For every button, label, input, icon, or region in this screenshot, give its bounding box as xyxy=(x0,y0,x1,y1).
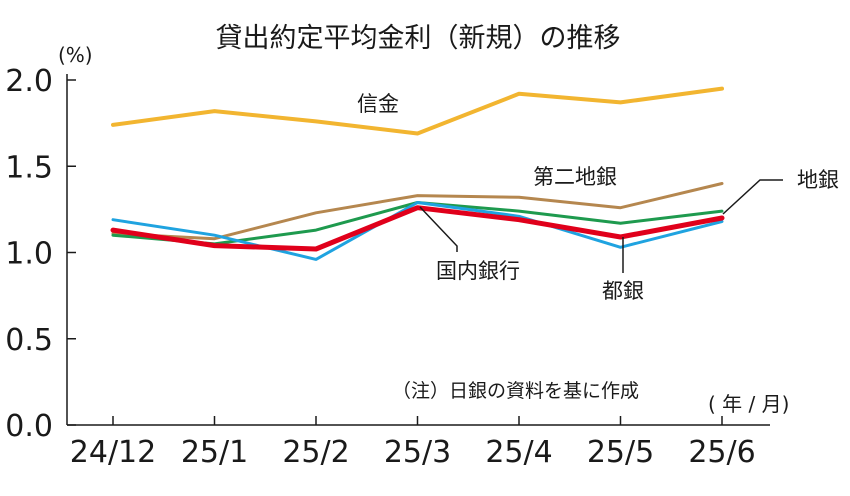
y-tick-label: 1.0 xyxy=(5,237,53,272)
y-tick-label: 1.5 xyxy=(5,150,53,185)
leader-line-chigin xyxy=(722,179,783,215)
source-note: （注）日銀の資料を基に作成 xyxy=(392,380,639,402)
x-tick-label: 25/6 xyxy=(688,435,755,470)
y-tick-label: 0.5 xyxy=(5,323,53,358)
y-tick-label: 0.0 xyxy=(5,409,53,444)
series-label-2: 地銀 xyxy=(797,168,839,192)
series-line-4 xyxy=(110,205,725,252)
y-tick-label: 2.0 xyxy=(5,64,53,99)
x-axis-unit: ( 年 / 月) xyxy=(708,392,789,416)
chart-title: 貸出約定平均金利（新規）の推移 xyxy=(216,23,621,54)
x-tick-label: 24/12 xyxy=(70,435,156,470)
series-label-3: 都銀 xyxy=(602,279,644,303)
series-line-0 xyxy=(111,86,724,136)
series-line-3 xyxy=(111,201,724,261)
series-line-1 xyxy=(111,182,724,241)
series-label-0: 信金 xyxy=(357,92,399,116)
y-axis-unit: (%) xyxy=(58,43,93,67)
series-label-4: 国内銀行 xyxy=(436,259,520,283)
x-tick-label: 25/3 xyxy=(384,435,451,470)
x-tick-label: 25/1 xyxy=(181,435,248,470)
leader-line-kokunai xyxy=(419,206,458,252)
x-tick-label: 25/4 xyxy=(485,435,552,470)
x-tick-label: 25/5 xyxy=(587,435,654,470)
series-label-1: 第二地銀 xyxy=(533,165,617,189)
x-tick-label: 25/2 xyxy=(282,435,349,470)
